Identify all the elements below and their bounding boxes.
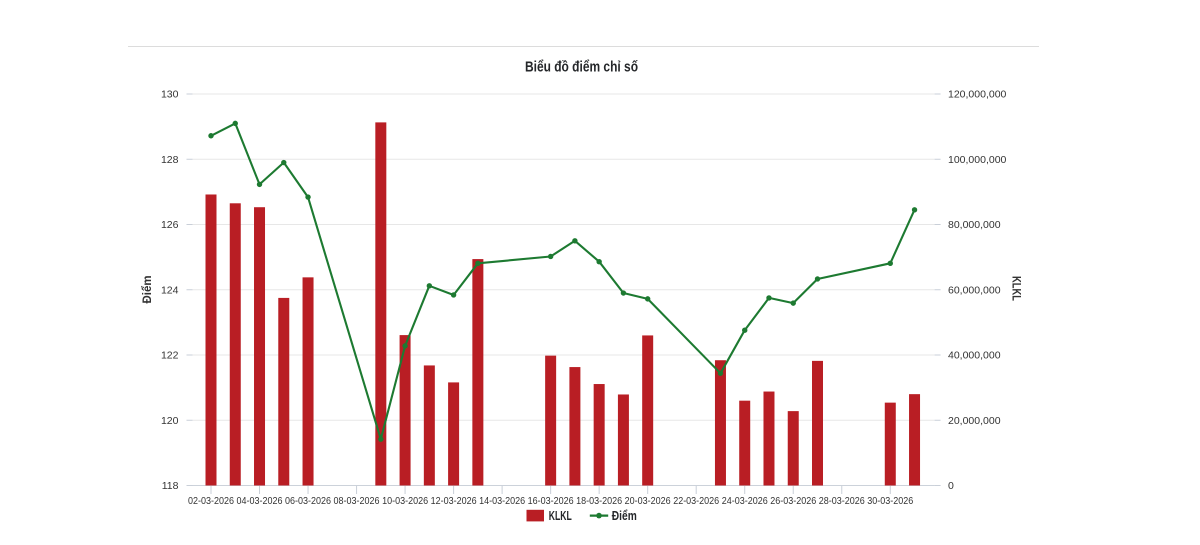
volume-bar-16-03-2026: [545, 355, 557, 486]
right-axis-label: 20,000,000: [948, 415, 1001, 427]
volume-bar-06-03-2026: [302, 277, 314, 486]
x-axis-label: 22-03-2026: [673, 495, 719, 507]
x-axis-label: 24-03-2026: [722, 495, 768, 507]
index-point-09-03-2026: [378, 436, 384, 442]
volume-bar-09-03-2026: [375, 122, 387, 486]
index-point-16-03-2026: [547, 253, 554, 260]
x-axis-label: 12-03-2026: [431, 495, 477, 507]
index-point-27-03-2026: [814, 276, 821, 282]
right-axis-label: 100,000,000: [948, 154, 1007, 166]
chart-title: Biểu đồ điểm chỉ số: [525, 60, 638, 76]
volume-bar-25-03-2026: [763, 391, 775, 486]
volume-bar-02-03-2026: [205, 194, 217, 486]
left-axis-label: 122: [161, 350, 179, 362]
index-point-20-03-2026: [644, 296, 651, 302]
x-axis-label: 14-03-2026: [479, 495, 525, 507]
legend-item-klkl[interactable]: KLKL: [526, 509, 573, 523]
left-axis-label: 118: [162, 480, 179, 492]
index-point-30-03-2026: [887, 260, 893, 267]
index-point-12-03-2026: [450, 292, 457, 298]
volume-bar-10-03-2026: [399, 335, 411, 486]
volume-bar-17-03-2026: [569, 367, 581, 486]
volume-bar-19-03-2026: [617, 394, 629, 486]
index-point-13-03-2026: [475, 260, 481, 267]
x-axis-label: 04-03-2026: [237, 495, 283, 507]
volume-bar-05-03-2026: [278, 297, 290, 486]
right-axis-title: KLKL: [1009, 276, 1021, 301]
x-axis-label: 02-03-2026: [188, 495, 234, 507]
index-point-02-03-2026: [208, 133, 214, 139]
volume-bar-30-03-2026: [884, 402, 896, 486]
right-axis-label: 40,000,000: [948, 350, 1001, 362]
index-point-24-03-2026: [742, 327, 748, 333]
left-axis-label: 128: [161, 154, 179, 166]
x-axis-label: 16-03-2026: [528, 495, 574, 507]
x-axis-label: 18-03-2026: [576, 495, 622, 507]
legend: KLKL Điểm: [526, 509, 637, 523]
left-axis-label: 130: [161, 89, 179, 101]
volume-bar-27-03-2026: [812, 360, 823, 486]
x-axis-label: 20-03-2026: [625, 495, 671, 507]
index-point-10-03-2026: [402, 343, 408, 349]
legend-label-diem: Điểm: [612, 509, 637, 523]
right-axis-label: 0: [948, 480, 954, 492]
volume-bar-18-03-2026: [593, 384, 605, 486]
left-axis-label: 120: [161, 415, 179, 427]
volume-bar-11-03-2026: [423, 365, 435, 486]
volume-bar-24-03-2026: [739, 400, 751, 486]
index-point-25-03-2026: [766, 295, 772, 301]
volume-bar-03-03-2026: [229, 203, 241, 486]
index-point-17-03-2026: [572, 238, 578, 244]
index-point-18-03-2026: [596, 258, 602, 265]
index-line: [209, 122, 916, 441]
volume-bar-04-03-2026: [254, 207, 266, 486]
index-point-11-03-2026: [426, 283, 433, 289]
line-layer: [208, 120, 918, 442]
volume-bar-12-03-2026: [448, 382, 460, 486]
volume-bar-26-03-2026: [787, 411, 799, 486]
left-axis-label: 124: [161, 284, 179, 296]
legend-bar-swatch-icon: [526, 509, 544, 522]
right-axis-label: 80,000,000: [948, 219, 1001, 231]
index-point-05-03-2026: [281, 159, 287, 166]
right-axis-label: 60,000,000: [948, 284, 1001, 296]
volume-bar-13-03-2026: [472, 259, 484, 486]
index-point-31-03-2026: [911, 207, 918, 213]
x-axis-label: 08-03-2026: [334, 495, 380, 507]
volume-bar-31-03-2026: [909, 394, 921, 486]
right-axis-label: 120,000,000: [948, 89, 1007, 101]
index-point-03-03-2026: [232, 120, 238, 127]
index-point-04-03-2026: [256, 181, 263, 188]
x-axis-label: 06-03-2026: [285, 495, 331, 507]
axis-layer: 118 0 120 20,000,000 122 40,000,000 124 60,000,…: [161, 89, 1007, 507]
index-point-23-03-2026: [717, 370, 724, 376]
left-axis-title: Điểm: [140, 276, 154, 304]
x-axis-label: 28-03-2026: [819, 495, 865, 507]
legend-label-klkl: KLKL: [549, 509, 572, 523]
index-point-26-03-2026: [790, 300, 796, 306]
index-point-06-03-2026: [305, 194, 311, 200]
volume-bar-20-03-2026: [642, 335, 654, 486]
volume-bar-23-03-2026: [714, 360, 726, 486]
bars-layer: [205, 122, 921, 486]
x-axis-label: 10-03-2026: [382, 495, 428, 507]
legend-line-dot-icon: [596, 512, 602, 519]
legend-item-diem[interactable]: Điểm: [589, 509, 637, 523]
x-axis-label: 30-03-2026: [867, 495, 913, 507]
x-axis-label: 26-03-2026: [770, 495, 816, 507]
index-point-19-03-2026: [620, 290, 627, 296]
left-axis-label: 126: [161, 219, 179, 231]
